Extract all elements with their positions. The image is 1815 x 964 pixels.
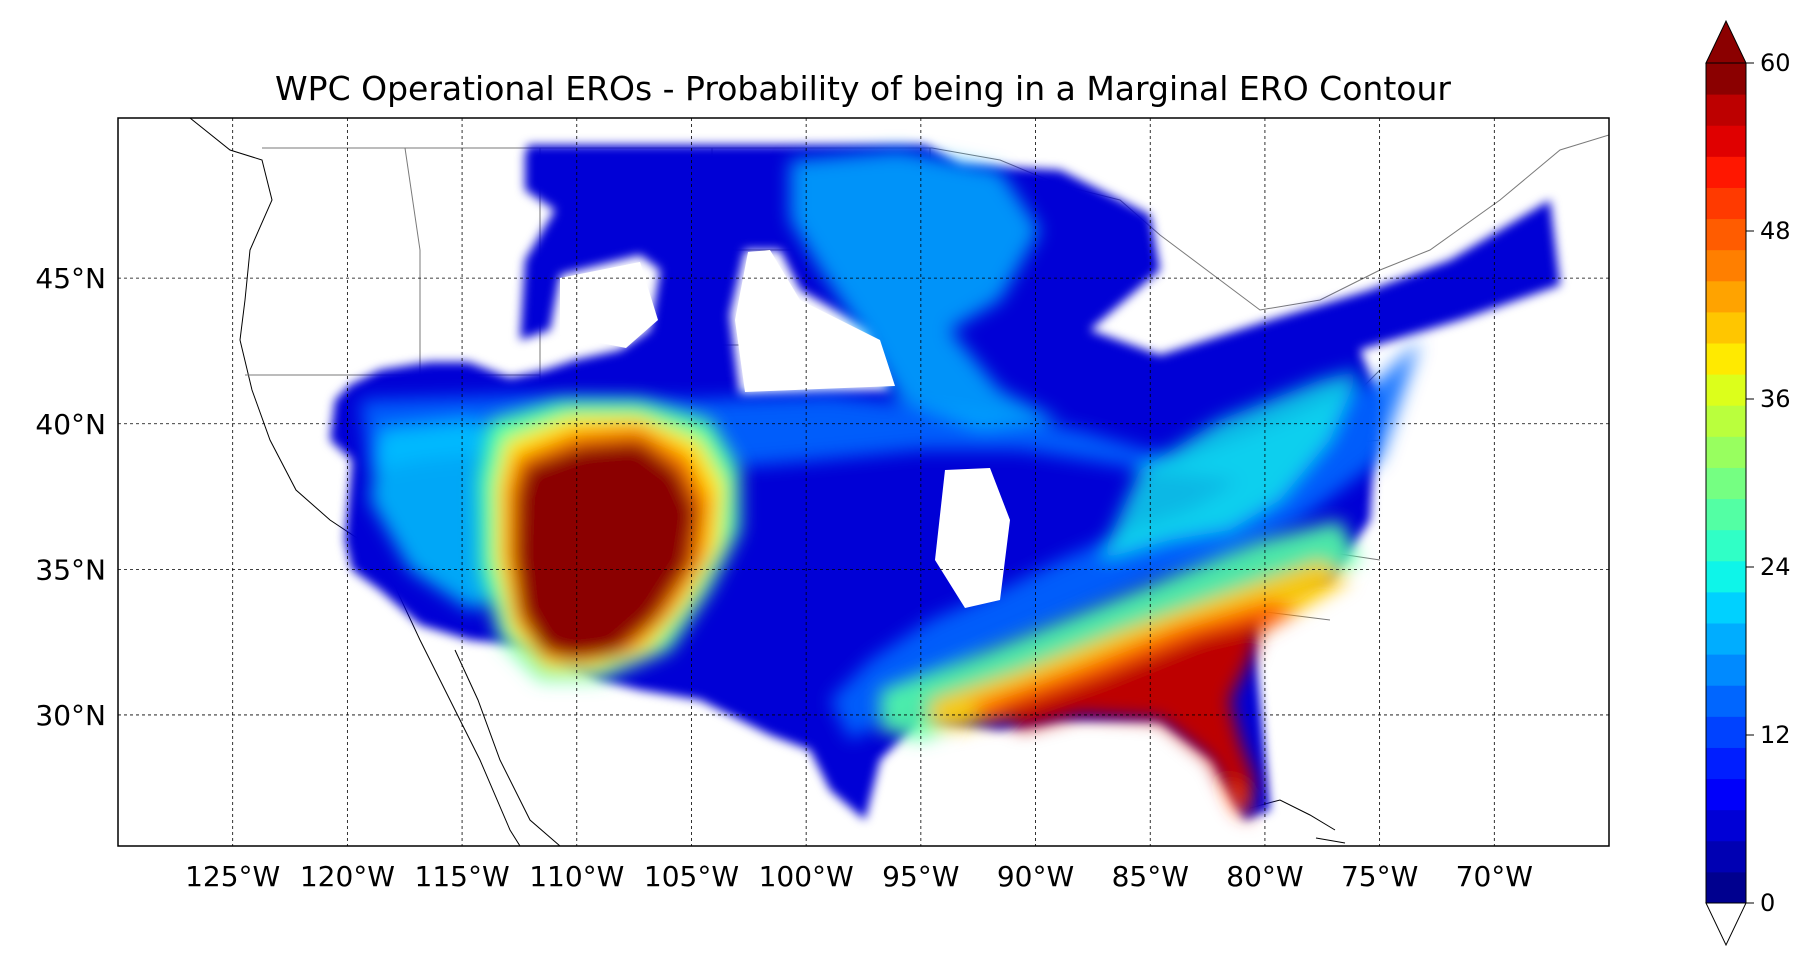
lon-tick-label: 95°W xyxy=(882,860,959,893)
lat-tick-label: 45°N xyxy=(35,262,106,295)
lon-tick-label: 125°W xyxy=(185,860,280,893)
colorbar-segment xyxy=(1706,374,1746,406)
colorbar-segment xyxy=(1706,747,1746,780)
colorbar-segment xyxy=(1706,778,1746,811)
longitude-labels: 125°W 120°W 115°W 110°W 105°W 100°W 95°W 90°W 85… xyxy=(185,860,1533,893)
lat-tick-label: 40°N xyxy=(35,408,106,441)
colorbar-tick-label: 48 xyxy=(1760,217,1791,245)
field-band-20-east xyxy=(1100,370,1360,560)
colorbar-segment xyxy=(1706,218,1746,251)
southeast-band xyxy=(880,520,1360,820)
colorbar: 0 12 24 36 48 60 xyxy=(1705,19,1791,947)
colorbar-extend-min xyxy=(1705,902,1747,947)
lon-tick-label: 110°W xyxy=(529,860,624,893)
lat-tick-label: 30°N xyxy=(35,699,106,732)
field-gaps xyxy=(560,250,1010,608)
colorbar-segment xyxy=(1706,280,1746,313)
colorbar-segment xyxy=(1706,654,1746,686)
colorbar-tick-label: 0 xyxy=(1760,889,1775,917)
lon-tick-label: 80°W xyxy=(1226,860,1303,893)
colorbar-segment xyxy=(1706,187,1746,220)
colorbar-segment xyxy=(1706,63,1746,95)
colorbar-segment xyxy=(1706,156,1746,188)
lon-tick-label: 85°W xyxy=(1112,860,1189,893)
colorbar-extend-max xyxy=(1705,19,1747,64)
field-band-12-north xyxy=(790,150,1060,430)
map-frame xyxy=(117,117,1610,847)
lon-tick-label: 115°W xyxy=(415,860,510,893)
colorbar-segment xyxy=(1706,405,1746,437)
colorbar-segment xyxy=(1706,467,1746,500)
map-panel xyxy=(118,118,1609,846)
colorbar-segment xyxy=(1706,436,1746,468)
colorbar-segment xyxy=(1706,840,1746,873)
lon-tick-label: 120°W xyxy=(300,860,395,893)
colorbar-segment xyxy=(1706,591,1746,624)
colorbar-tick-label: 60 xyxy=(1760,49,1791,77)
colorbar-segment xyxy=(1706,94,1746,126)
colorbar-segment xyxy=(1706,343,1746,375)
lon-tick-label: 75°W xyxy=(1341,860,1418,893)
colorbar-tick-label: 24 xyxy=(1760,553,1791,581)
lon-tick-label: 90°W xyxy=(997,860,1074,893)
colorbar-segment xyxy=(1706,623,1746,655)
southwest-blob xyxy=(478,400,740,680)
colorbar-segment xyxy=(1706,529,1746,562)
lat-tick-label: 35°N xyxy=(35,553,106,586)
latitude-labels: 30°N 35°N 40°N 45°N xyxy=(35,262,106,732)
colorbar-segment xyxy=(1706,809,1746,842)
colorbar-tick-label: 12 xyxy=(1760,721,1791,749)
colorbar-segment xyxy=(1706,311,1746,344)
colorbar-frame xyxy=(1705,62,1747,904)
lon-tick-label: 70°W xyxy=(1456,860,1533,893)
colorbar-segment xyxy=(1706,871,1746,904)
colorbar-segment xyxy=(1706,125,1746,157)
lon-tick-label: 105°W xyxy=(644,860,739,893)
colorbar-segment xyxy=(1706,716,1746,748)
colorbar-tick-label: 36 xyxy=(1760,385,1791,413)
gridlines xyxy=(118,118,1609,846)
colorbar-segment xyxy=(1706,685,1746,717)
colorbar-segment xyxy=(1706,560,1746,593)
colorbar-segment xyxy=(1706,249,1746,282)
chart-title: WPC Operational EROs - Probability of be… xyxy=(275,69,1451,108)
lon-tick-label: 100°W xyxy=(759,860,854,893)
colorbar-segment xyxy=(1706,498,1746,531)
